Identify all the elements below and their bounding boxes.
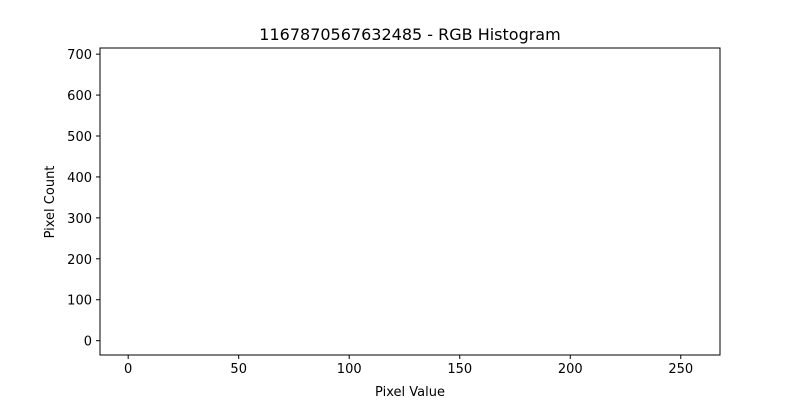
y-tick-label: 0 [84,335,92,350]
plot-frame [99,47,721,356]
plot-area [99,47,721,356]
x-axis-ticks: 0 50 100 150 200 250 [124,355,693,377]
y-axis-label: Pixel Count [43,166,58,239]
x-tick-label: 150 [447,362,472,377]
y-tick-label: 300 [67,212,92,227]
y-tick-label: 100 [67,294,92,309]
x-tick-label: 250 [668,362,693,377]
y-axis-ticks: 0 100 200 300 400 500 600 700 [67,48,100,350]
chart-title: 1167870567632485 - RGB Histogram [259,25,560,44]
x-tick-label: 200 [558,362,583,377]
x-tick-label: 50 [230,362,247,377]
x-axis-label: Pixel Value [375,385,445,400]
x-tick-label: 0 [124,362,132,377]
y-tick-label: 600 [67,89,92,104]
x-tick-label: 100 [337,362,362,377]
y-tick-label: 200 [67,253,92,268]
y-tick-label: 500 [67,130,92,145]
y-tick-label: 700 [67,48,92,63]
y-tick-label: 400 [67,171,92,186]
